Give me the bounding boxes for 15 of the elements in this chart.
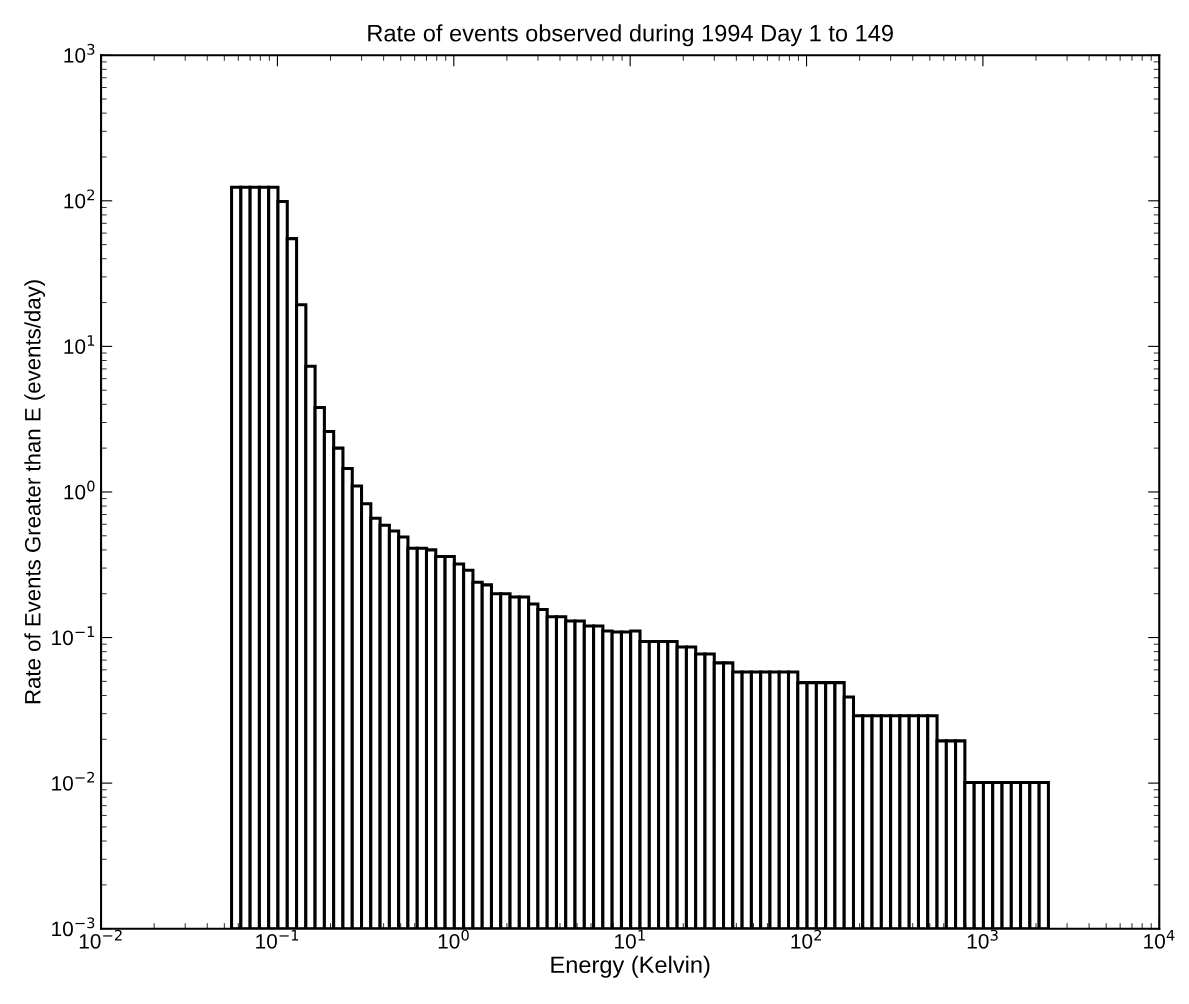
y-tick-label: 10$^{0}$	[64, 480, 95, 500]
x-tick-label: 10$^{2}$	[791, 929, 822, 949]
x-tick-label: 10$^{1}$	[615, 929, 645, 949]
y-tick-label: 10$^{−1}$	[52, 626, 95, 646]
y-tick-label: 10$^{−2}$	[52, 771, 94, 791]
y-tick-label: 10$^{3}$	[64, 43, 95, 63]
y-axis-title: Rate of Events Greater than E (events/day)	[24, 280, 46, 704]
x-axis-title: Energy (Kelvin)	[551, 955, 710, 978]
y-tick-label: 10$^{2}$	[64, 189, 95, 209]
x-tick-label: 10$^{0}$	[438, 929, 469, 949]
x-tick-label: 10$^{3}$	[967, 929, 998, 949]
x-tick-label: 10$^{4}$	[1144, 929, 1175, 949]
y-tick-label: 10$^{1}$	[64, 335, 95, 354]
x-tick-label: 10$^{−1}$	[256, 929, 299, 949]
chart-title: Rate of events observed during 1994 Day 1 to 149	[368, 24, 893, 47]
